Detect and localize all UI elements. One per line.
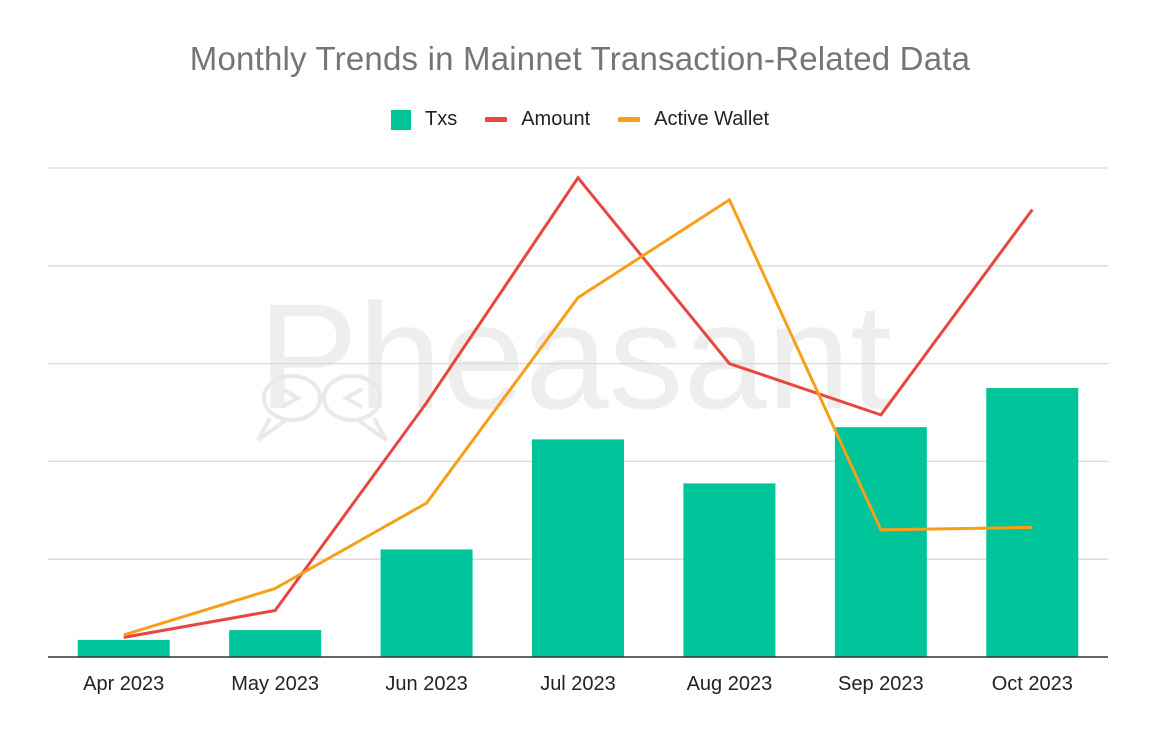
watermark-logo-icon xyxy=(256,374,388,442)
x-tick-label-may-2023: May 2023 xyxy=(231,673,319,695)
bar-txs-jul-2023 xyxy=(532,439,624,657)
x-tick-label-jun-2023: Jun 2023 xyxy=(385,673,467,695)
x-tick-label-aug-2023: Aug 2023 xyxy=(687,673,773,695)
x-tick-label-jul-2023: Jul 2023 xyxy=(540,673,616,695)
legend-item-amount: Amount xyxy=(485,108,590,131)
legend-label-amount: Amount xyxy=(521,108,591,130)
x-tick-label-apr-2023: Apr 2023 xyxy=(83,673,164,695)
legend-swatch-txs xyxy=(391,109,411,130)
legend-label-txs: Txs xyxy=(425,108,458,130)
x-axis-labels: Apr 2023 May 2023 Jun 2023 Jul 2023 Aug 2023… xyxy=(83,673,1073,695)
line-amount xyxy=(123,175,1034,639)
bar-txs-may-2023 xyxy=(229,630,322,657)
legend: Txs Amount Active Wallet xyxy=(0,108,1160,131)
legend-item-txs: Txs xyxy=(391,108,457,131)
x-tick-label-sep-2023: Sep 2023 xyxy=(838,673,924,695)
bar-txs-oct-2023 xyxy=(986,388,1079,657)
watermark: Pheasant xyxy=(256,272,892,442)
legend-swatch-amount xyxy=(485,117,508,122)
line-active-wallet xyxy=(123,197,1033,637)
bar-txs-apr-2023 xyxy=(77,639,170,657)
line-series xyxy=(123,175,1034,639)
x-tick-label-oct-2023: Oct 2023 xyxy=(992,673,1073,695)
legend-item-active-wallet: Active Wallet xyxy=(618,108,769,131)
chart-title: Monthly Trends in Mainnet Transaction-Re… xyxy=(189,40,971,77)
legend-swatch-active-wallet xyxy=(618,117,641,122)
bar-txs-jun-2023 xyxy=(380,549,473,657)
legend-label-active-wallet: Active Wallet xyxy=(654,108,769,130)
txs-bars xyxy=(77,388,1079,657)
bar-txs-aug-2023 xyxy=(683,483,776,657)
watermark-text: Pheasant xyxy=(258,272,892,440)
